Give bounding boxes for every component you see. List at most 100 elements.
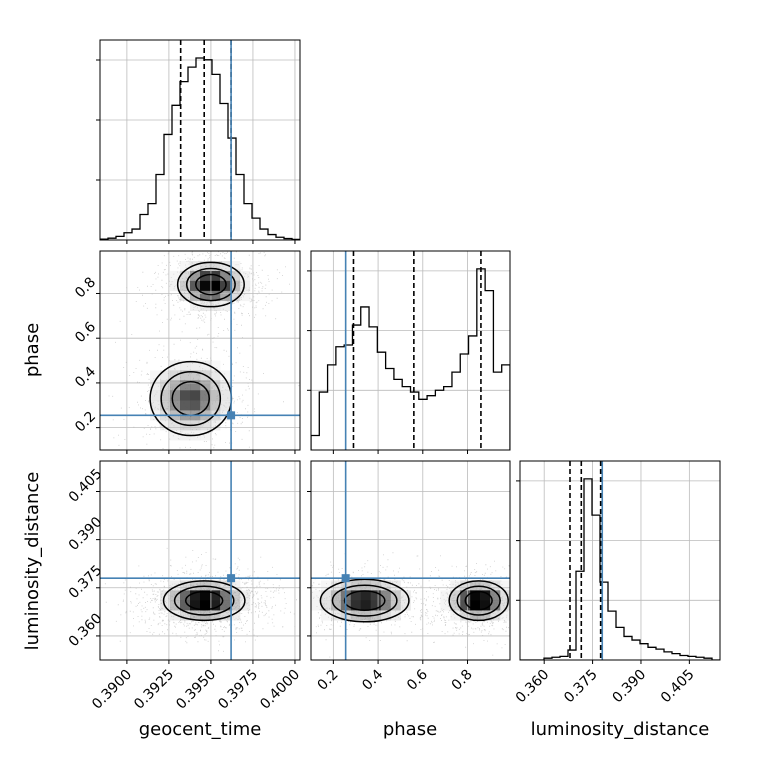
density-cell (200, 270, 211, 282)
density-cell (200, 280, 211, 292)
density-cell (190, 580, 201, 591)
density-cell (330, 600, 342, 611)
density-cell (240, 280, 251, 292)
density-cell (460, 600, 471, 611)
density-cell (180, 600, 191, 611)
density-cell (460, 590, 471, 601)
density-cell (460, 580, 471, 591)
density-cell (180, 610, 191, 621)
density-cell (210, 360, 221, 371)
density-cell (180, 390, 191, 401)
density-cell (200, 390, 211, 401)
density-cell (170, 600, 181, 611)
density-cell (210, 380, 221, 391)
density-cell (380, 580, 391, 591)
truth-marker (341, 574, 350, 583)
density-cell (190, 380, 201, 391)
density-cell (230, 270, 241, 282)
density-cell (220, 580, 231, 591)
density-cell (170, 360, 181, 371)
density-cell (160, 370, 171, 381)
density-cell (320, 580, 332, 591)
density-cell (210, 600, 221, 611)
density-cell (490, 590, 501, 601)
density-cell (180, 360, 191, 371)
density-cell (170, 590, 181, 601)
xlabel-phase: phase (383, 719, 437, 740)
density-cell (240, 290, 251, 302)
density-cell (350, 590, 362, 601)
frame-hist-luminosity-distance (519, 460, 721, 661)
density-cell (311, 590, 322, 601)
frame-hist-phase (310, 250, 511, 451)
density-cell (360, 590, 371, 601)
density-cell (210, 580, 221, 591)
density-cell (190, 300, 201, 311)
density-cell (200, 590, 211, 601)
density-cell (180, 580, 191, 591)
density-cell (380, 590, 391, 601)
density-cell (450, 590, 461, 601)
density-cell (210, 390, 221, 401)
density-cell (311, 600, 322, 611)
truth-marker (227, 574, 236, 583)
density-cell (230, 260, 241, 272)
ylabel-phase: phase (22, 323, 43, 377)
density-cell (240, 590, 251, 601)
density-cell (190, 600, 201, 611)
density-cell (180, 270, 191, 282)
density-cell (160, 400, 171, 411)
density-cell (490, 610, 501, 621)
density-cell (210, 370, 221, 381)
contour-phase-luminosity-distance (343, 590, 386, 612)
density-cell (380, 600, 391, 611)
density-cell (480, 600, 491, 611)
density-cell (150, 390, 161, 401)
density-cell (170, 380, 181, 391)
density-cell (150, 400, 161, 411)
density-cell (180, 280, 191, 292)
density-cell (220, 300, 231, 311)
contour-geocent-time-phase (160, 370, 222, 427)
density-cell (220, 290, 231, 302)
density-cell (150, 380, 161, 391)
density-cell (160, 390, 171, 401)
density-cell (380, 610, 391, 621)
density-cell (240, 270, 251, 282)
density-cell (170, 280, 181, 292)
density-cell (200, 380, 211, 391)
density-cell (330, 590, 342, 601)
density-cell (200, 260, 211, 272)
density-cell (490, 580, 501, 591)
contour-geocent-time-luminosity-distance (173, 585, 235, 616)
density-cell (190, 390, 201, 401)
density-cell (500, 610, 510, 621)
density-cell (190, 360, 201, 371)
frame-phase-luminosity-distance (310, 460, 511, 661)
density-cell (500, 600, 510, 611)
density-cell (470, 600, 481, 611)
density-cell (210, 610, 221, 621)
histogram-geocent-time (100, 57, 301, 241)
density-cell (190, 610, 201, 621)
contour-phase-luminosity-distance (319, 578, 410, 623)
density-cell (320, 590, 332, 601)
density-cell (370, 600, 381, 611)
density-cell (170, 430, 181, 441)
density-cell (440, 600, 451, 611)
density-cell (220, 270, 231, 282)
density-cell (320, 610, 332, 621)
density-cell (190, 370, 201, 381)
density-cell (200, 290, 211, 302)
density-cell (480, 580, 491, 591)
density-cell (210, 270, 221, 282)
density-cell (190, 270, 201, 282)
density-cell (210, 400, 221, 411)
density-cell (200, 600, 211, 611)
density-cell (210, 280, 221, 292)
contour-geocent-time-phase (185, 267, 236, 302)
density-cell (200, 360, 211, 371)
density-cell (150, 370, 161, 381)
ylabel-luminosity-distance: luminosity_distance (22, 472, 43, 651)
density-cell (190, 280, 201, 292)
